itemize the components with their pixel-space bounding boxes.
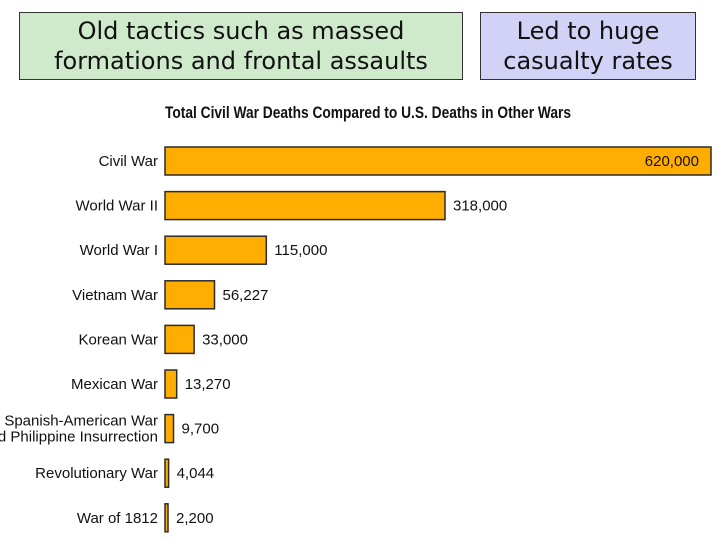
value-label-4: 33,000 bbox=[202, 331, 248, 348]
value-label-7: 4,044 bbox=[177, 465, 215, 482]
value-label-3: 56,227 bbox=[223, 287, 269, 304]
value-label-6: 9,700 bbox=[182, 421, 220, 438]
category-label-0: Civil War bbox=[99, 153, 158, 170]
value-label-1: 318,000 bbox=[453, 198, 507, 215]
callout-casualties-line-1: Led to huge bbox=[516, 17, 660, 45]
value-label-8: 2,200 bbox=[176, 510, 214, 527]
category-label-6-line-0: Spanish-American War bbox=[4, 413, 158, 430]
war-deaths-bar-chart: Total Civil War Deaths Compared to U.S. … bbox=[0, 103, 712, 533]
category-label-4: Korean War bbox=[79, 331, 158, 348]
category-label-1: World War II bbox=[75, 198, 158, 215]
category-label-6-line-1: and Philippine Insurrection bbox=[0, 429, 158, 446]
category-label-7: Revolutionary War bbox=[35, 465, 158, 482]
bars-layer: Civil War 620,000 World War II 318,000 World… bbox=[0, 146, 712, 533]
callout-casualties: Led to huge casualty rates bbox=[480, 12, 696, 80]
bar-6 bbox=[164, 413, 175, 444]
bar-3 bbox=[164, 280, 216, 310]
bar-7 bbox=[164, 458, 170, 488]
bar-8 bbox=[164, 503, 169, 533]
chart-title: Total Civil War Deaths Compared to U.S. … bbox=[165, 103, 571, 122]
category-label-2: World War I bbox=[80, 242, 158, 259]
callout-tactics-line-2: formations and frontal assaults bbox=[54, 47, 428, 75]
bar-0 bbox=[164, 146, 712, 176]
value-label-2: 115,000 bbox=[274, 242, 327, 259]
bar-1 bbox=[164, 190, 446, 221]
bar-4 bbox=[164, 324, 195, 355]
bar-2 bbox=[164, 235, 268, 265]
bar-5 bbox=[164, 369, 178, 399]
callout-tactics: Old tactics such as massed formations an… bbox=[19, 12, 463, 80]
callout-casualties-line-2: casualty rates bbox=[503, 47, 673, 75]
value-label-0: 620,000 bbox=[645, 153, 699, 170]
value-label-5: 13,270 bbox=[185, 376, 231, 393]
category-label-8: War of 1812 bbox=[77, 510, 158, 527]
callout-tactics-line-1: Old tactics such as massed bbox=[77, 17, 405, 45]
category-label-3: Vietnam War bbox=[72, 287, 158, 304]
category-label-5: Mexican War bbox=[71, 376, 158, 393]
